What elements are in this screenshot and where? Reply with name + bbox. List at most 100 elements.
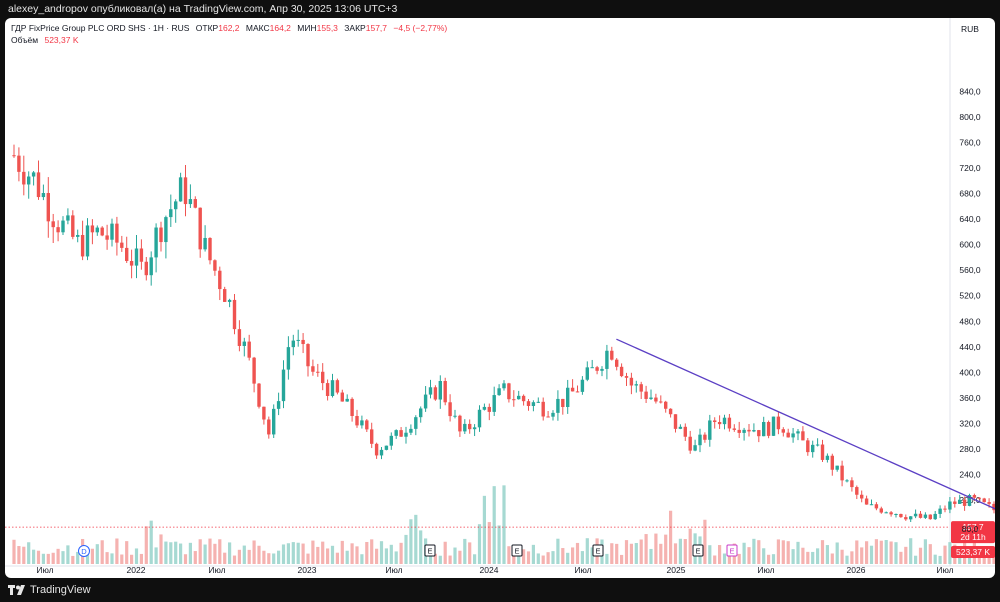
candle-body[interactable]: [330, 380, 335, 396]
candle-body[interactable]: [262, 406, 266, 420]
candle-body[interactable]: [512, 399, 516, 401]
candle-body[interactable]: [972, 495, 977, 498]
candle-body[interactable]: [904, 517, 908, 520]
candle-body[interactable]: [409, 428, 413, 433]
candle-body[interactable]: [66, 215, 70, 221]
candle-body[interactable]: [159, 227, 163, 243]
candle-body[interactable]: [227, 299, 232, 302]
candle-body[interactable]: [423, 394, 428, 409]
candle-body[interactable]: [85, 225, 90, 257]
candle-body[interactable]: [610, 350, 614, 360]
candle-body[interactable]: [149, 257, 153, 276]
candle-body[interactable]: [223, 289, 227, 302]
candle-body[interactable]: [453, 415, 457, 417]
candle-body[interactable]: [41, 193, 46, 198]
dividend-marker-icon[interactable]: [78, 545, 90, 557]
candle-body[interactable]: [433, 387, 438, 400]
candle-body[interactable]: [894, 513, 898, 515]
candle-body[interactable]: [281, 369, 286, 402]
candle-body[interactable]: [840, 465, 844, 481]
currency-label[interactable]: RUB: [961, 24, 979, 34]
candle-body[interactable]: [482, 406, 487, 410]
candle-body[interactable]: [267, 419, 271, 435]
candle-body[interactable]: [71, 215, 75, 237]
candle-body[interactable]: [311, 366, 315, 372]
candle-body[interactable]: [561, 398, 565, 408]
candle-body[interactable]: [56, 227, 60, 233]
candle-body[interactable]: [713, 420, 717, 423]
candle-body[interactable]: [365, 420, 369, 430]
chart-panel[interactable]: 120,0160,0200,0240,0280,0320,0360,0400,0…: [5, 18, 995, 578]
candle-body[interactable]: [394, 430, 398, 436]
candle-body[interactable]: [899, 513, 903, 518]
candle-body[interactable]: [134, 248, 139, 266]
candle-body[interactable]: [379, 449, 384, 456]
candle-body[interactable]: [17, 155, 21, 172]
candle-body[interactable]: [448, 402, 452, 417]
candle-body[interactable]: [722, 417, 727, 425]
candle-body[interactable]: [345, 398, 349, 402]
candle-body[interactable]: [213, 260, 217, 271]
earnings-marker-icon[interactable]: [592, 544, 604, 557]
candle-body[interactable]: [796, 431, 800, 434]
last-price-tag[interactable]: [951, 521, 995, 544]
candle-body[interactable]: [688, 436, 692, 451]
candle-body[interactable]: [776, 416, 781, 430]
candle-body[interactable]: [154, 227, 158, 258]
candle-body[interactable]: [497, 388, 501, 396]
candle-body[interactable]: [742, 429, 746, 433]
candle-body[interactable]: [507, 383, 511, 400]
candle-body[interactable]: [982, 498, 986, 503]
candle-body[interactable]: [820, 444, 825, 460]
candle-body[interactable]: [825, 455, 830, 460]
candle-body[interactable]: [242, 341, 246, 346]
candle-body[interactable]: [693, 445, 697, 451]
candle-body[interactable]: [22, 171, 26, 185]
candle-body[interactable]: [276, 401, 281, 409]
candle-body[interactable]: [350, 398, 354, 416]
candle-body[interactable]: [399, 430, 403, 437]
candle-body[interactable]: [27, 176, 31, 185]
candle-body[interactable]: [649, 397, 653, 399]
candle-body[interactable]: [933, 513, 937, 520]
candle-body[interactable]: [708, 420, 712, 440]
candle-body[interactable]: [923, 514, 928, 518]
candle-body[interactable]: [90, 225, 95, 233]
candle-body[interactable]: [918, 513, 923, 518]
candle-body[interactable]: [100, 227, 104, 236]
candle-body[interactable]: [517, 395, 521, 400]
candle-body[interactable]: [953, 501, 957, 504]
candle-body[interactable]: [428, 387, 433, 395]
candle-body[interactable]: [321, 371, 325, 384]
candle-body[interactable]: [629, 377, 634, 386]
candle-body[interactable]: [977, 497, 981, 499]
candle-body[interactable]: [257, 383, 261, 407]
candle-body[interactable]: [948, 501, 952, 510]
candle-body[interactable]: [477, 409, 482, 428]
candle-body[interactable]: [355, 415, 359, 426]
candle-body[interactable]: [61, 220, 65, 233]
candle-body[interactable]: [747, 429, 751, 432]
candle-body[interactable]: [938, 508, 942, 514]
candle-body[interactable]: [144, 261, 148, 276]
candle-body[interactable]: [468, 423, 472, 430]
candle-body[interactable]: [850, 480, 854, 488]
candle-body[interactable]: [566, 387, 570, 408]
candle-body[interactable]: [703, 434, 707, 440]
candle-body[interactable]: [46, 193, 50, 222]
candle-body[interactable]: [232, 299, 237, 330]
candle-body[interactable]: [188, 199, 193, 205]
candle-body[interactable]: [556, 398, 560, 413]
candle-body[interactable]: [183, 177, 188, 205]
candle-body[interactable]: [340, 392, 344, 402]
candle-body[interactable]: [909, 516, 913, 520]
candle-body[interactable]: [992, 503, 995, 511]
trendline[interactable]: [616, 338, 995, 550]
candle-body[interactable]: [737, 429, 741, 433]
candle-body[interactable]: [12, 155, 16, 157]
candle-body[interactable]: [492, 395, 496, 412]
candle-body[interactable]: [575, 391, 580, 393]
candle-body[interactable]: [31, 172, 36, 177]
candle-body[interactable]: [884, 512, 888, 514]
chart-canvas[interactable]: 120,0160,0200,0240,0280,0320,0360,0400,0…: [5, 18, 995, 578]
